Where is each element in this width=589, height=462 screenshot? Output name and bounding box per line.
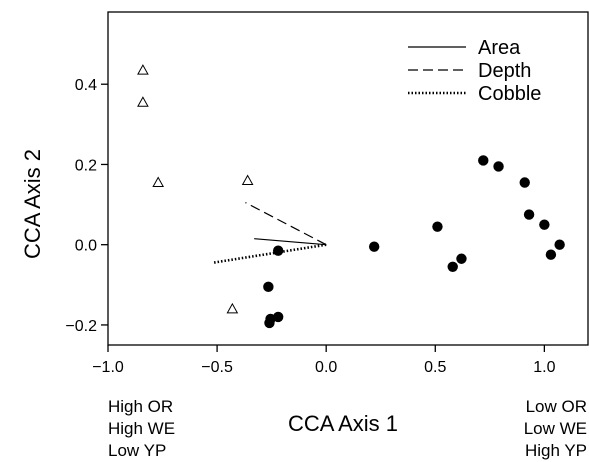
right-annotation: Low OR Low WE High YP xyxy=(524,396,587,462)
triangle-point xyxy=(241,174,254,186)
triangle-point xyxy=(137,96,149,107)
circle-point xyxy=(519,177,530,188)
circle-point xyxy=(272,311,284,323)
circle-point xyxy=(545,249,557,260)
circle-point xyxy=(264,317,275,329)
circle-point xyxy=(263,281,274,293)
left-annotation-line: High OR xyxy=(108,397,174,416)
right-annotation-line: Low OR xyxy=(525,397,587,416)
y-tick-label: −0.2 xyxy=(65,318,97,335)
legend-label-area: Area xyxy=(478,37,521,59)
x-tick-label: −0.5 xyxy=(201,359,233,376)
y-axis-title: CCA Axis 2 xyxy=(20,149,45,259)
y-tick-label: 0.4 xyxy=(75,77,97,94)
y-tick-label: 0.2 xyxy=(75,157,97,174)
depth-vector xyxy=(245,202,327,246)
circle-point xyxy=(554,239,565,250)
left-annotation: High OR High WE Low YP xyxy=(108,396,175,462)
left-annotation-line: Low YP xyxy=(108,441,167,460)
circle-point xyxy=(539,219,550,230)
x-tick-label: 1.0 xyxy=(533,359,555,376)
x-tick-label: −1.0 xyxy=(92,359,124,376)
legend-label-depth: Depth xyxy=(478,60,531,82)
x-tick-label: 0.0 xyxy=(315,359,337,376)
plot-area-border xyxy=(107,11,589,346)
cobble-vector xyxy=(212,243,327,265)
circle-point xyxy=(447,261,458,272)
legend-label-cobble: Cobble xyxy=(478,83,541,105)
triangle-point xyxy=(152,176,165,188)
y-tick-label: 0.0 xyxy=(75,238,97,255)
circle-point xyxy=(432,221,443,232)
area-vector xyxy=(254,238,327,246)
circle-point xyxy=(368,241,380,252)
right-annotation-line: Low WE xyxy=(523,419,587,438)
circle-point xyxy=(272,245,284,256)
triangle-point xyxy=(226,302,239,314)
x-axis-title: CCA Axis 1 xyxy=(288,411,398,436)
circle-point xyxy=(456,253,467,264)
x-tick-label: 0.5 xyxy=(424,359,446,376)
circle-point xyxy=(523,209,535,220)
triangle-point xyxy=(137,64,149,75)
left-annotation-line: High WE xyxy=(108,419,176,438)
circle-point xyxy=(478,155,489,166)
circle-point xyxy=(493,161,504,172)
right-annotation-line: High YP xyxy=(524,441,587,460)
